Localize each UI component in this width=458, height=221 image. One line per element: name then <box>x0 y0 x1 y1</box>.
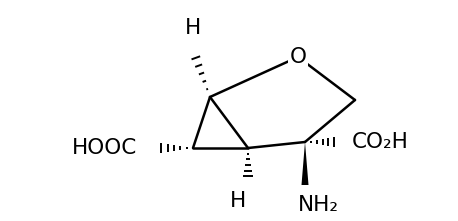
Text: CO₂H: CO₂H <box>352 132 409 152</box>
Text: HOOC: HOOC <box>72 138 137 158</box>
Text: H: H <box>185 18 201 38</box>
Text: NH₂: NH₂ <box>298 195 339 215</box>
Polygon shape <box>301 142 309 185</box>
Text: H: H <box>230 191 246 211</box>
Text: O: O <box>289 47 306 67</box>
